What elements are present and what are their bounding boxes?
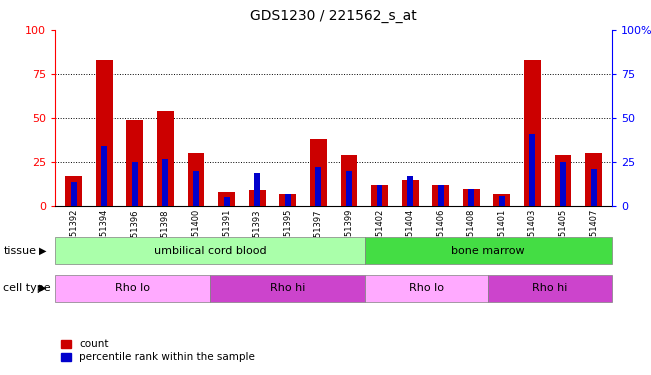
Text: bone marrow: bone marrow [451,246,525,256]
Text: cell type: cell type [3,283,51,293]
Bar [524,60,541,206]
Bar [102,146,107,206]
Bar [71,182,77,206]
Bar [55,237,365,264]
Text: ▶: ▶ [39,246,47,256]
Bar [310,139,327,206]
Bar [193,171,199,206]
Bar [376,185,382,206]
Bar [340,155,357,206]
Bar [371,185,388,206]
Bar [499,196,505,206]
Bar [224,197,230,206]
Bar [249,190,266,206]
Bar [126,120,143,206]
Bar [432,185,449,206]
Bar [132,162,138,206]
Bar [65,176,82,206]
Text: GDS1230 / 221562_s_at: GDS1230 / 221562_s_at [250,9,417,23]
Bar [555,155,572,206]
Bar [218,192,235,206]
Bar [407,176,413,206]
Legend: count, percentile rank within the sample: count, percentile rank within the sample [61,339,255,362]
Bar [96,60,113,206]
Bar [187,153,204,206]
Text: Rho hi: Rho hi [533,283,568,293]
Bar [365,274,488,302]
Bar [493,194,510,206]
Bar [468,189,474,206]
Bar [346,171,352,206]
Bar [163,159,169,206]
Bar [529,134,535,206]
Bar [315,168,322,206]
Bar [585,153,602,206]
Bar [463,189,480,206]
Bar [560,162,566,206]
Bar [210,274,365,302]
Bar [402,180,419,206]
Text: ▶: ▶ [39,283,47,293]
Bar [55,274,210,302]
Bar [157,111,174,206]
Text: tissue: tissue [3,246,36,256]
Text: Rho hi: Rho hi [270,283,305,293]
Bar [437,185,443,206]
Text: umbilical cord blood: umbilical cord blood [154,246,266,256]
Text: Rho lo: Rho lo [409,283,444,293]
Bar [365,237,612,264]
Bar [285,194,291,206]
Bar [488,274,612,302]
Bar [279,194,296,206]
Text: Rho lo: Rho lo [115,283,150,293]
Bar [255,173,260,206]
Bar [590,169,596,206]
